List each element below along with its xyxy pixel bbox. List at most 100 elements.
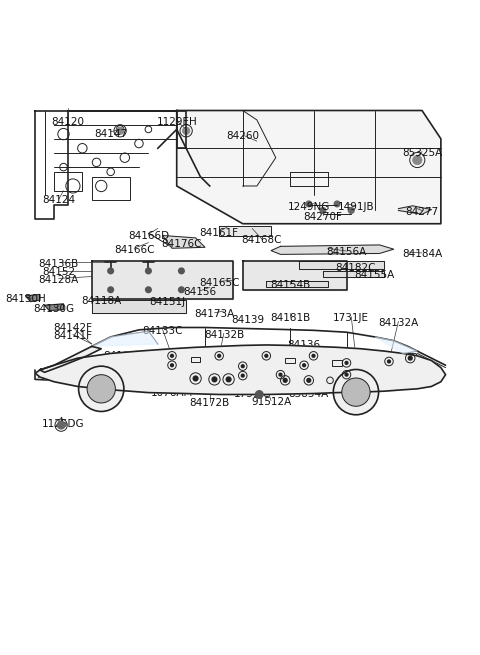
Bar xyxy=(92,177,130,200)
Text: 84161F: 84161F xyxy=(200,228,239,238)
Text: 84132A: 84132A xyxy=(378,318,419,328)
Circle shape xyxy=(57,421,65,429)
Text: 85834A: 85834A xyxy=(288,388,329,398)
Circle shape xyxy=(306,201,312,207)
Circle shape xyxy=(279,373,282,376)
Polygon shape xyxy=(92,331,158,346)
Circle shape xyxy=(226,377,231,382)
Circle shape xyxy=(413,155,422,165)
Polygon shape xyxy=(271,245,394,254)
Text: 84138: 84138 xyxy=(104,351,137,361)
Circle shape xyxy=(170,354,173,357)
Text: 84130G: 84130G xyxy=(34,304,74,314)
Circle shape xyxy=(145,287,151,293)
Text: 84182C: 84182C xyxy=(336,263,376,272)
Text: 84151J: 84151J xyxy=(149,297,185,307)
Polygon shape xyxy=(163,236,205,248)
Circle shape xyxy=(303,364,305,367)
Text: 84152: 84152 xyxy=(42,267,75,277)
Text: 84172B: 84172B xyxy=(190,398,230,408)
Text: 1491JB: 1491JB xyxy=(337,202,374,212)
Text: 84128A: 84128A xyxy=(39,275,79,285)
Text: 84165C: 84165C xyxy=(199,278,240,288)
Polygon shape xyxy=(40,367,54,372)
Circle shape xyxy=(241,365,244,367)
Circle shape xyxy=(79,366,124,411)
Text: 84154B: 84154B xyxy=(270,280,310,290)
Circle shape xyxy=(348,208,354,214)
Circle shape xyxy=(218,354,221,357)
Text: 1249NG: 1249NG xyxy=(288,202,330,212)
Circle shape xyxy=(265,354,268,357)
Circle shape xyxy=(334,201,340,207)
Bar xyxy=(332,360,342,365)
Circle shape xyxy=(255,391,263,398)
Text: 84133C: 84133C xyxy=(142,326,183,336)
Polygon shape xyxy=(92,300,186,313)
Polygon shape xyxy=(398,206,432,214)
Circle shape xyxy=(345,373,348,376)
Circle shape xyxy=(179,287,184,293)
Text: 84168C: 84168C xyxy=(241,235,282,245)
Text: 91512A: 91512A xyxy=(251,397,291,407)
Text: 84155A: 84155A xyxy=(355,270,395,280)
Text: 84136B: 84136B xyxy=(39,259,79,269)
Circle shape xyxy=(193,376,198,381)
Text: 84166C: 84166C xyxy=(114,245,155,255)
Polygon shape xyxy=(266,281,328,288)
Circle shape xyxy=(320,208,326,214)
Text: 84176C: 84176C xyxy=(161,238,202,248)
Circle shape xyxy=(182,127,190,134)
Text: 84147: 84147 xyxy=(94,129,127,139)
Polygon shape xyxy=(92,261,233,299)
Polygon shape xyxy=(177,111,441,224)
Circle shape xyxy=(179,268,184,274)
Text: 84130H: 84130H xyxy=(5,294,46,304)
Text: 84145B: 84145B xyxy=(378,353,419,363)
Text: 1129EH: 1129EH xyxy=(156,117,197,127)
Polygon shape xyxy=(375,337,417,354)
Text: 84166D: 84166D xyxy=(128,231,169,240)
Text: 84132B: 84132B xyxy=(204,329,244,339)
Polygon shape xyxy=(26,295,40,301)
Polygon shape xyxy=(219,226,271,236)
Polygon shape xyxy=(45,304,63,310)
Polygon shape xyxy=(40,346,101,372)
Text: 84156: 84156 xyxy=(184,287,217,297)
Circle shape xyxy=(387,360,390,363)
Circle shape xyxy=(87,375,115,403)
Text: 84270F: 84270F xyxy=(303,212,342,221)
Bar xyxy=(54,172,83,191)
Text: 84141F: 84141F xyxy=(53,331,93,341)
Text: 84184A: 84184A xyxy=(402,250,442,259)
Bar xyxy=(285,358,295,364)
Circle shape xyxy=(345,362,348,364)
Polygon shape xyxy=(300,261,384,269)
Circle shape xyxy=(307,379,311,383)
Circle shape xyxy=(283,379,287,383)
Circle shape xyxy=(333,369,379,415)
Text: 84181B: 84181B xyxy=(270,313,310,323)
Text: 85325A: 85325A xyxy=(402,148,442,158)
Text: 84144: 84144 xyxy=(174,377,207,386)
Text: 1731JE: 1731JE xyxy=(333,313,369,323)
Circle shape xyxy=(145,268,151,274)
Text: 84136: 84136 xyxy=(288,340,321,350)
Text: 84260: 84260 xyxy=(226,132,259,141)
Circle shape xyxy=(170,364,173,367)
Text: 84173A: 84173A xyxy=(194,309,235,319)
Text: 84139: 84139 xyxy=(231,316,264,326)
Circle shape xyxy=(108,287,113,293)
Text: 1731JC: 1731JC xyxy=(234,390,271,400)
Polygon shape xyxy=(323,271,384,276)
Circle shape xyxy=(342,378,370,406)
Circle shape xyxy=(241,374,244,377)
Text: 84156A: 84156A xyxy=(326,247,367,257)
Circle shape xyxy=(312,354,315,357)
Text: 1125DG: 1125DG xyxy=(42,419,85,429)
Circle shape xyxy=(116,127,124,134)
Bar xyxy=(191,357,200,362)
Text: 84182: 84182 xyxy=(306,380,339,390)
Circle shape xyxy=(108,268,113,274)
Circle shape xyxy=(212,377,217,382)
